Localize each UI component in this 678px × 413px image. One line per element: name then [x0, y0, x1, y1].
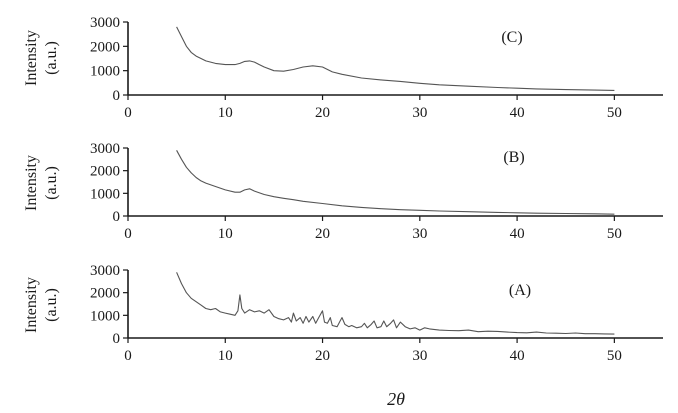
panel-b-y-tick-label: 0: [113, 209, 121, 225]
panel-c-label: (C): [501, 29, 522, 46]
panel-a-series-line: [176, 272, 615, 335]
panel-c-x-tick-label: 20: [315, 105, 330, 121]
panel-a-y-tick-label: 2000: [90, 286, 120, 302]
panel-b-ylabel-line2: (a.u.): [43, 166, 60, 200]
panel-b-y-tick-label: 3000: [90, 141, 120, 157]
panel-c-x-tick-label: 50: [607, 105, 622, 121]
panel-c-ylabel-line2: (a.u.): [43, 41, 60, 75]
panel-b-x-tick-label: 50: [607, 226, 622, 242]
panel-c-x-tick-label: 30: [412, 105, 427, 121]
x-axis-title: 2θ: [387, 389, 405, 409]
panel-b-label: (B): [503, 149, 524, 166]
panel-c-x-tick-label: 10: [218, 105, 233, 121]
panel-c-x-tick-label: 40: [510, 105, 525, 121]
panel-b-x-tick-label: 40: [510, 226, 525, 242]
panel-c-series-line: [176, 26, 615, 91]
panel-a-x-tick-label: 10: [218, 348, 233, 364]
panel-b-x-tick-label: 20: [315, 226, 330, 242]
panel-a-y-tick-label: 3000: [90, 263, 120, 279]
panel-a-y-tick-label: 1000: [90, 308, 120, 324]
panel-a-x-tick-label: 20: [315, 348, 330, 364]
panel-b-series-line: [176, 150, 615, 215]
panel-c: Intensity (a.u.) (C) 0 10 20 30 40 50 0 1000 200…: [23, 15, 663, 121]
panel-a-ylabel-line1: Intensity: [23, 277, 40, 333]
panel-b-x-tick-label: 0: [124, 226, 132, 242]
panel-a-y-tick-label: 0: [113, 331, 121, 347]
panel-b-y-tick-label: 1000: [90, 186, 120, 202]
panel-a-ticks: 0 10 20 30 40 50 0 1000 2000 3000: [90, 263, 622, 364]
panel-b: Intensity (a.u.) (B) 0 10 20 30 40 50 0 1000 200…: [23, 141, 663, 242]
panel-c-ylabel-line1: Intensity: [23, 30, 40, 86]
panel-b-ticks: 0 10 20 30 40 50 0 1000 2000 3000: [90, 141, 622, 242]
panel-c-y-tick-label: 2000: [90, 39, 120, 55]
panel-c-y-tick-label: 1000: [90, 64, 120, 80]
panel-a-label: (A): [509, 282, 531, 299]
panel-b-x-tick-label: 10: [218, 226, 233, 242]
panel-a-x-tick-label: 0: [124, 348, 132, 364]
panel-a: Intensity (a.u.) (A) 0 10 20 30 40 50 0 1000 200…: [23, 263, 663, 364]
panel-c-ticks: 0 10 20 30 40 50 0 1000 2000 3000: [90, 15, 622, 121]
panel-b-y-tick-label: 2000: [90, 164, 120, 180]
panel-c-y-tick-label: 0: [113, 88, 121, 104]
panel-c-y-tick-label: 3000: [90, 15, 120, 31]
panel-a-ylabel-line2: (a.u.): [43, 288, 60, 322]
panel-b-x-tick-label: 30: [412, 226, 427, 242]
panel-a-x-tick-label: 30: [412, 348, 427, 364]
panel-c-x-tick-label: 0: [124, 105, 132, 121]
panel-b-ylabel-line1: Intensity: [23, 155, 40, 211]
panel-a-x-tick-label: 40: [510, 348, 525, 364]
panel-a-x-tick-label: 50: [607, 348, 622, 364]
